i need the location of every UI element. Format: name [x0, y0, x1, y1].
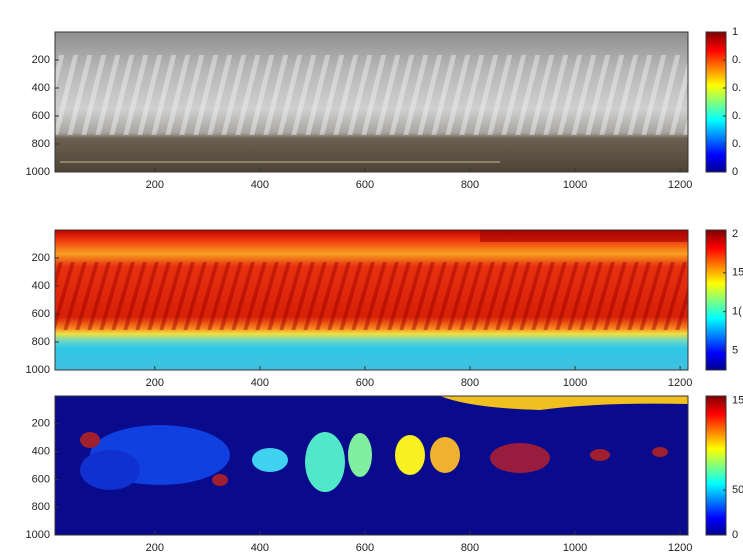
y-tick-label: 1000 [26, 364, 50, 376]
y-tick-label: 800 [32, 138, 50, 150]
y-tick-label: 800 [32, 501, 50, 513]
y-tick-label: 200 [32, 54, 50, 66]
colorbar-tick-label: 0. [732, 54, 741, 66]
colorbar-tick-label: 50 [732, 484, 743, 496]
x-tick-label: 200 [146, 179, 164, 191]
colorbar-tick-label: 1( [732, 306, 742, 318]
x-tick-label: 600 [356, 542, 374, 554]
x-tick-label: 400 [251, 542, 269, 554]
y-tick-label: 1000 [26, 529, 50, 541]
x-tick-label: 1000 [563, 179, 587, 191]
x-tick-label: 600 [356, 377, 374, 389]
image-panel-1 [55, 32, 688, 172]
x-tick-label: 1000 [563, 542, 587, 554]
y-tick-label: 600 [32, 308, 50, 320]
x-tick-label: 1200 [668, 179, 692, 191]
x-tick-label: 800 [461, 377, 479, 389]
colorbar [705, 229, 727, 371]
y-tick-label: 200 [32, 418, 50, 430]
axes-frame [54, 31, 689, 173]
x-tick-label: 1200 [668, 377, 692, 389]
axes-frame [54, 229, 689, 371]
colorbar-tick-label: 0. [732, 82, 741, 94]
colorbar-tick-label: 15 [732, 394, 743, 406]
colorbar-tick-label: 15 [732, 267, 743, 279]
x-tick-label: 800 [461, 542, 479, 554]
image-panel-2 [55, 230, 688, 370]
x-tick-label: 200 [146, 377, 164, 389]
y-tick-label: 200 [32, 252, 50, 264]
axes-frame [54, 395, 689, 536]
y-tick-label: 400 [32, 82, 50, 94]
y-tick-label: 400 [32, 446, 50, 458]
colorbar-tick-label: 0. [732, 110, 741, 122]
x-tick-label: 400 [251, 179, 269, 191]
x-tick-label: 800 [461, 179, 479, 191]
colorbar-tick-label: 2 [732, 228, 738, 240]
x-tick-label: 200 [146, 542, 164, 554]
colorbar-tick-label: 0 [732, 166, 738, 178]
y-tick-label: 400 [32, 280, 50, 292]
x-tick-label: 400 [251, 377, 269, 389]
x-tick-label: 1000 [563, 377, 587, 389]
y-tick-label: 1000 [26, 166, 50, 178]
y-tick-label: 600 [32, 473, 50, 485]
y-tick-label: 600 [32, 110, 50, 122]
y-tick-label: 800 [32, 336, 50, 348]
x-tick-label: 1200 [668, 542, 692, 554]
colorbar-tick-label: 1 [732, 26, 738, 38]
image-panel-3 [55, 396, 688, 535]
colorbar [705, 31, 727, 173]
colorbar-tick-label: 0 [732, 529, 738, 541]
x-tick-label: 600 [356, 179, 374, 191]
colorbar-tick-label: 0. [732, 138, 741, 150]
colorbar [705, 395, 727, 536]
colorbar-tick-label: 5 [732, 344, 738, 356]
